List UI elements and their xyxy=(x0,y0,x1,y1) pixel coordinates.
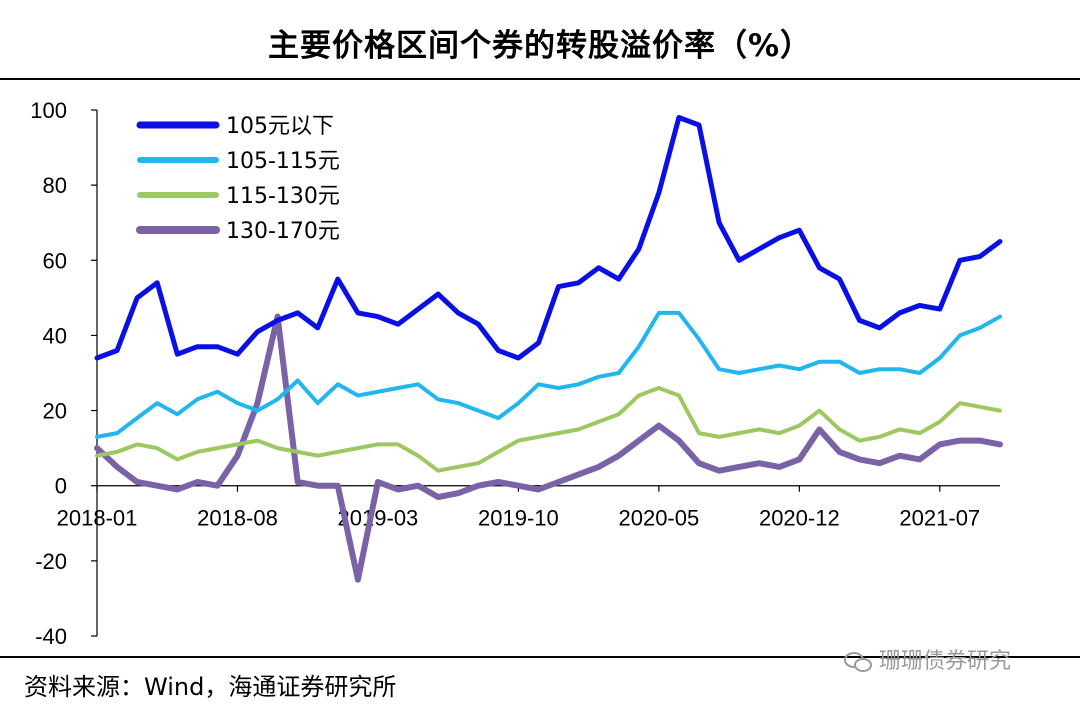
chart-axes: 100 80 60 40 20 0 -20 -40 2018-01 2018-08 2019-03 2… xyxy=(30,98,1000,649)
x-tick-label: 2020-05 xyxy=(618,506,699,531)
source-divider xyxy=(0,656,1080,658)
chart-series xyxy=(94,115,1003,583)
y-tick-label: 20 xyxy=(43,399,67,424)
x-tick-label: 2018-08 xyxy=(197,506,278,531)
title-divider xyxy=(0,78,1080,80)
series-line-2 xyxy=(95,310,1002,439)
y-tick-label: 0 xyxy=(55,474,67,499)
y-tick-label: 60 xyxy=(43,248,67,273)
y-tick-label: 40 xyxy=(43,323,67,348)
series-line-3 xyxy=(95,386,1002,473)
y-tick-label: 100 xyxy=(30,98,67,123)
source-note: 资料来源：Wind，海通证券研究所 xyxy=(24,673,397,701)
watermark-text: 珊珊债券研究 xyxy=(879,649,1012,674)
line-chart: 100 80 60 40 20 0 -20 -40 2018-01 2018-08 2019-03 2… xyxy=(30,98,1003,649)
x-tick-label: 2018-01 xyxy=(57,506,138,531)
chart-title: 主要价格区间个券的转股溢价率（%） xyxy=(267,28,813,64)
x-tick-label: 2019-10 xyxy=(478,506,559,531)
watermark: 珊珊债券研究 xyxy=(843,643,1011,675)
y-tick-label: 80 xyxy=(43,173,67,198)
x-tick-label: 2021-07 xyxy=(899,506,980,531)
x-tick-label: 2020-12 xyxy=(759,506,840,531)
chart-legend: 105元以下 105-115元 115-130元 130-170元 xyxy=(136,114,340,244)
legend-label-3: 115-130元 xyxy=(226,184,340,209)
y-tick-label: -20 xyxy=(35,549,67,574)
y-tick-label: -40 xyxy=(35,624,67,649)
series-line-1 xyxy=(94,115,1003,361)
series-line-4 xyxy=(94,313,1003,583)
legend-label-1: 105元以下 xyxy=(226,114,334,139)
legend-label-4: 130-170元 xyxy=(226,219,340,244)
chat-bubble-icon xyxy=(844,652,872,672)
legend-label-2: 105-115元 xyxy=(226,149,340,174)
x-tick-label: 2019-03 xyxy=(338,506,419,531)
